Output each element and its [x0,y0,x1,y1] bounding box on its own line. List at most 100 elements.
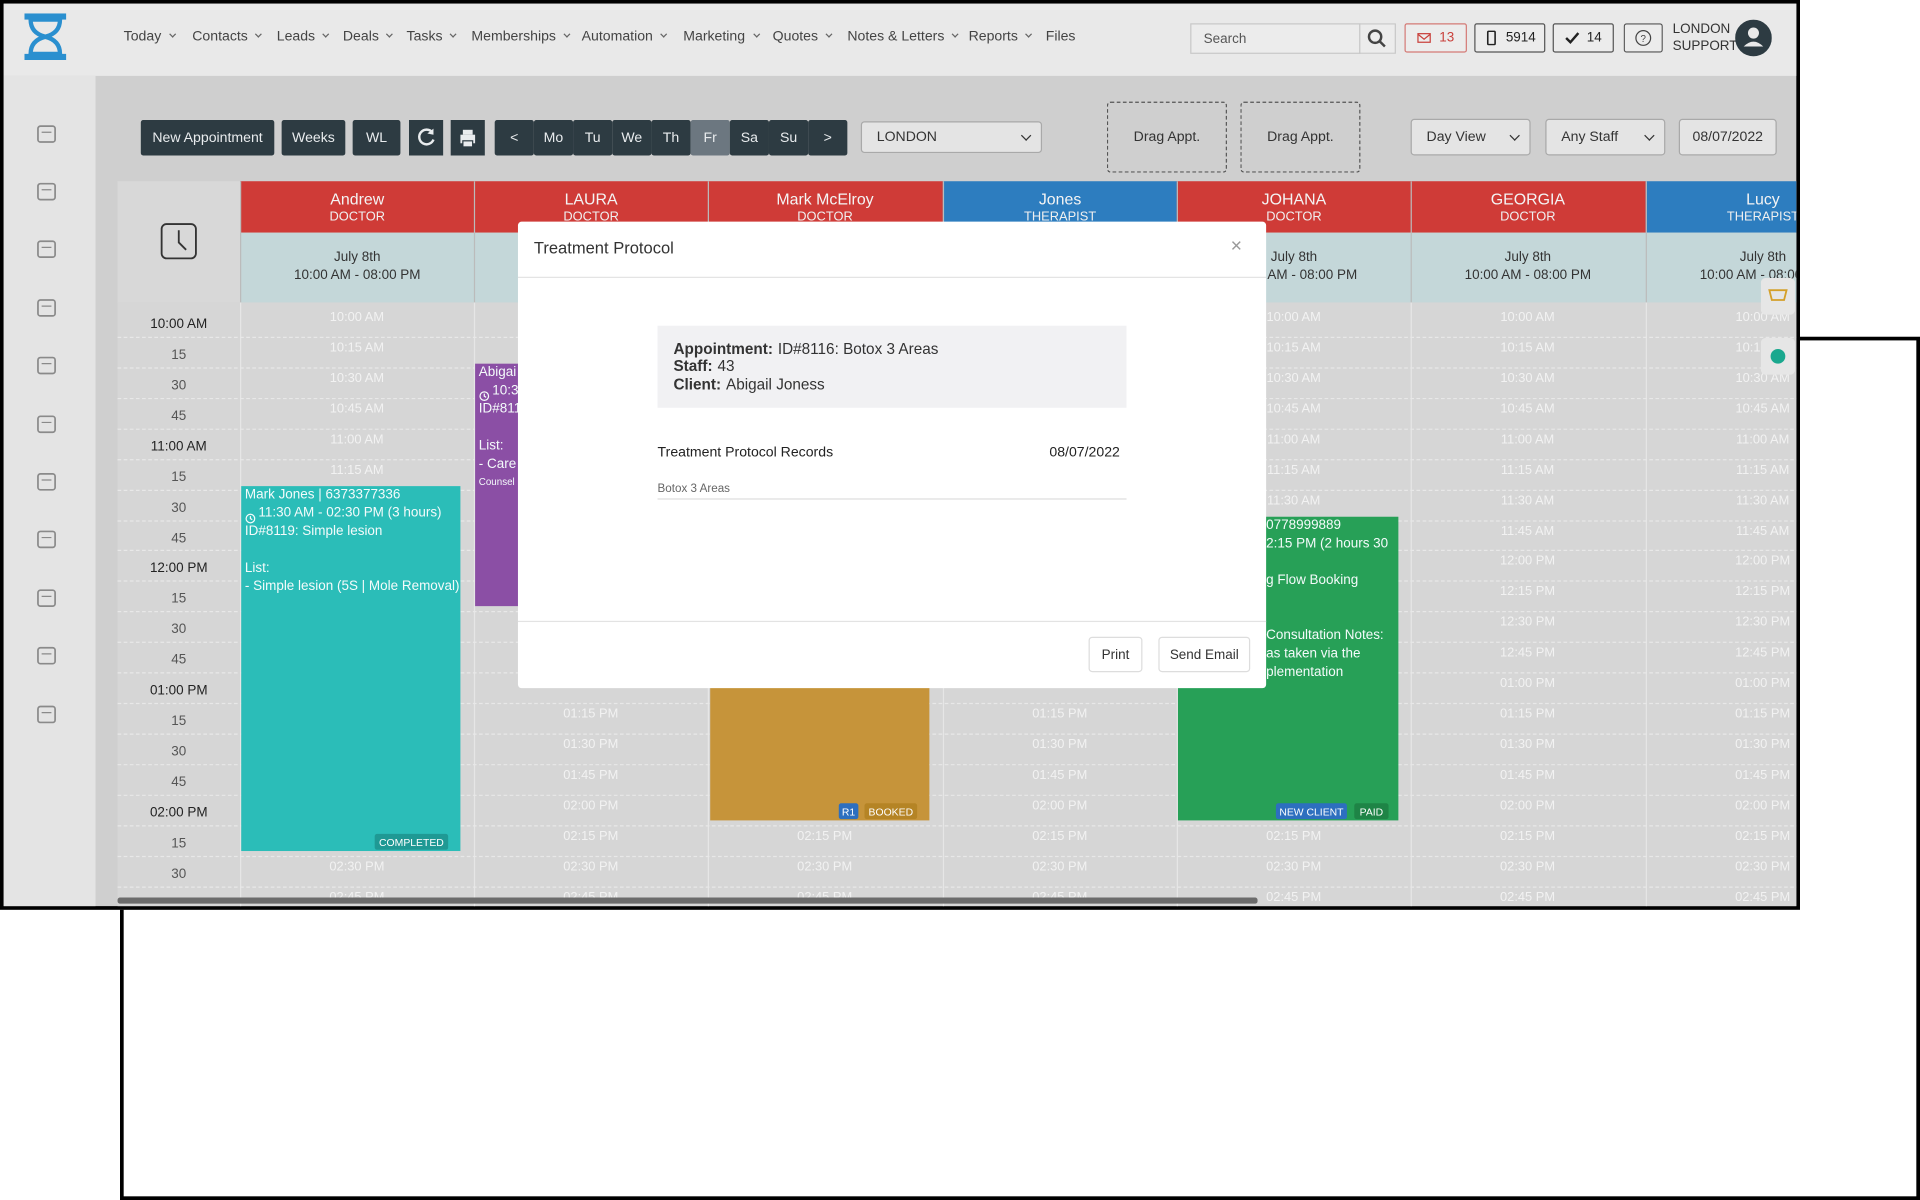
refresh-button-svg [408,120,444,156]
sidebar [3,75,96,907]
location-select[interactable]: LONDON [860,121,1043,154]
nav-menu-item[interactable]: Notes & Letters [847,29,959,44]
slot-label: 02:45 PM [1500,889,1556,905]
modal-close[interactable]: × [1230,236,1243,258]
day-button[interactable]: < [494,120,534,156]
day-button[interactable]: Th [651,120,691,156]
staff-date: July 8th [334,249,381,265]
slot-label: 01:00 PM [1735,676,1791,691]
drag-appointment: Drag Appt. [1106,101,1227,173]
weeks-button[interactable]: Weeks [281,120,346,156]
appointment-text: ID#8119: Simple lesion [244,524,383,539]
staff-select[interactable]: Any Staff [1545,118,1666,156]
staff-header [240,181,475,233]
sidebar-icon-svg [37,530,56,549]
day-button[interactable]: Su [768,120,809,156]
slot-label: 10:30 AM [329,370,385,386]
day-button[interactable]: Mo [533,120,574,156]
sidebar-icon-svg [37,646,56,665]
whatsapp-float [1760,337,1796,375]
phone-badge[interactable]: 5914 [1474,23,1546,53]
user-name-2: SUPPORT [1672,39,1738,54]
task-badge[interactable]: 14 [1552,23,1614,53]
mail-badge[interactable]: 13 [1404,23,1467,53]
appointment-text: 10:3 [492,383,519,398]
nav-menu-item[interactable]: Leads [277,29,330,44]
slot-label: 11:30 AM [1735,492,1790,508]
sidebar-icon [36,470,58,492]
time-label: 10:00 AM [150,317,208,332]
slot-label: 11:15 AM [1500,462,1555,478]
sidebar-icon [36,354,58,376]
chevron [752,30,760,38]
appointment[interactable] [241,486,461,852]
print-button[interactable]: Print [1088,636,1143,673]
record-divider [657,498,1127,500]
day-button[interactable]: Tu [573,120,613,156]
staff-header [1645,181,1797,233]
search-button [1359,23,1397,54]
staff-role: DOCTOR [1500,209,1556,225]
staff-name: Mark McElroy [776,189,874,209]
time-label: 15 [171,469,187,485]
app-window: Today Contacts Leads Deals Tasks Memberships A… [0,0,1800,910]
time-label: 15 [171,836,187,851]
slot-label: 11:30 AM [1266,492,1321,508]
help-button-svg: ? [1623,23,1663,53]
nav-menu-item[interactable]: Deals [343,29,394,44]
slot-label: 02:15 PM [1266,828,1322,844]
slot-label: 12:15 PM [1735,584,1791,600]
slot-label: 02:45 PM [1266,889,1322,905]
staff-name: JOHANA [1261,189,1327,209]
slot-label: 02:00 PM [1735,798,1791,813]
nav-menu-item[interactable]: Quotes [772,29,833,45]
search-input[interactable]: Search [1190,23,1361,54]
nav-menu-item[interactable]: Memberships [471,29,571,45]
nav-menu-item[interactable]: Files [1046,29,1076,44]
info-value: ID#8116: Botox 3 Areas [777,340,939,358]
slot-label: 10:00 AM [329,309,385,325]
menu-label: Tasks [406,29,443,45]
menu-label: Quotes [772,29,819,45]
appointment-text: as taken via the [1266,646,1361,662]
staff-date: July 8th [1270,249,1318,265]
menu-label: Memberships [471,29,556,45]
nav-menu-item[interactable]: Automation [582,29,668,44]
slot-label: 01:15 PM [563,706,619,722]
appointment-text: 0778999889 [1266,517,1342,533]
nav-menu-item[interactable]: Today [124,29,176,44]
appointment-text: 2:15 PM (2 hours 30 [1266,536,1389,552]
nav-menu-item[interactable]: Tasks [406,29,458,45]
scrollbar [117,897,1258,904]
wl-button[interactable]: WL [352,120,401,156]
day-button[interactable]: We [612,120,652,156]
nav-menu-item[interactable]: Marketing [683,29,760,44]
time-label: 30 [171,622,187,638]
chevron [255,30,263,38]
day-button[interactable]: > [808,120,848,156]
slot-label: 01:00 PM [1500,676,1556,691]
day-button[interactable]: Fr [690,120,730,156]
status-badge: R1 [838,803,859,820]
new-appointment-button[interactable]: New Appointment [140,120,275,156]
day-button[interactable]: Sa [729,120,769,156]
slot-label: 10:00 AM [1500,309,1555,325]
sidebar-icon [36,413,58,435]
nav-menu-item[interactable]: Contacts [192,29,263,45]
staff-name: Jones [1038,189,1082,209]
sidebar-icon-svg [37,356,56,375]
date-input[interactable]: 08/07/2022 [1678,118,1777,156]
status-badge: BOOKED [864,803,918,820]
info-label: Client: [673,375,722,394]
view-select[interactable]: Day View [1410,118,1531,156]
staff-hours: 10:00 AM - 08:00 PM [1464,268,1592,283]
menu-label: Contacts [192,29,248,45]
slot-label: 02:00 PM [1032,798,1088,813]
slot-label: 11:45 AM [1735,523,1790,539]
slot-label: 12:30 PM [1500,615,1556,630]
send-email-button[interactable]: Send Email [1158,636,1251,673]
nav-menu-item[interactable]: Reports [969,29,1033,44]
task-badge-icon [1565,31,1580,46]
slot-label: 10:45 AM [1266,401,1321,417]
